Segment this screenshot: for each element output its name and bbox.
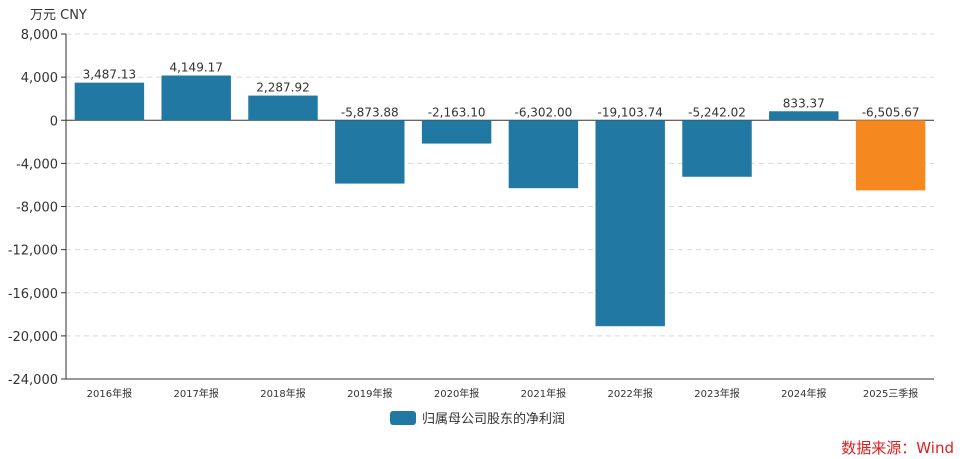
data-label: -19,103.74 (597, 105, 662, 119)
x-tick-label: 2021年报 (521, 387, 566, 400)
data-label: 2,287.92 (256, 81, 309, 95)
x-tick-label: 2020年报 (434, 387, 479, 400)
x-tick-label: 2023年报 (694, 387, 739, 400)
bar (508, 120, 579, 189)
data-label: -6,302.00 (515, 105, 573, 119)
bar (335, 120, 405, 184)
bar (161, 75, 231, 121)
y-tick-label: -12,000 (8, 244, 58, 259)
y-tick-label: -24,000 (8, 373, 58, 388)
data-label: -5,873.88 (341, 105, 399, 119)
y-tick-label: 0 (50, 114, 58, 129)
bar (769, 111, 839, 121)
y-axis-unit-label: 万元 CNY (30, 8, 87, 23)
x-tick-label: 2025三季报 (863, 387, 918, 400)
bar (682, 120, 752, 177)
bar (248, 95, 318, 121)
data-label: -6,505.67 (862, 105, 920, 119)
bar (421, 120, 492, 144)
axes: 8,000 4,000 0 -4,000 -8,000 -12,000 -16,000 -20… (8, 28, 934, 400)
y-tick-label: -4,000 (16, 157, 58, 172)
x-tick-label: 2017年报 (173, 387, 218, 400)
legend: 归属母公司股东的净利润 (390, 408, 565, 427)
y-tick-label: 4,000 (21, 71, 58, 86)
data-label: 4,149.17 (169, 61, 222, 75)
bar (595, 120, 665, 327)
x-tick-label: 2018年报 (260, 387, 305, 400)
legend-label: 归属母公司股东的净利润 (422, 412, 566, 427)
data-label: 833.37 (783, 96, 825, 110)
x-tick-label: 2022年报 (607, 387, 652, 400)
data-label: -2,163.10 (428, 105, 486, 119)
bars (74, 75, 926, 327)
y-tick-label: 8,000 (21, 28, 58, 43)
data-labels: 3,487.13 4,149.17 2,287.92 -5,873.88 -2,163.… (83, 61, 920, 120)
data-source-label: 数据来源：Wind (841, 439, 954, 457)
x-tick-label: 2019年报 (347, 387, 392, 400)
bar (855, 120, 926, 191)
bar (74, 82, 145, 121)
y-tick-label: -16,000 (8, 287, 58, 302)
legend-swatch (390, 410, 416, 425)
x-tick-label: 2016年报 (87, 387, 132, 400)
x-tick-label: 2024年报 (781, 387, 826, 400)
y-tick-label: -20,000 (8, 330, 58, 345)
data-label: 3,487.13 (83, 68, 136, 82)
data-label: -5,242.02 (688, 105, 746, 119)
y-tick-label: -8,000 (16, 201, 58, 216)
